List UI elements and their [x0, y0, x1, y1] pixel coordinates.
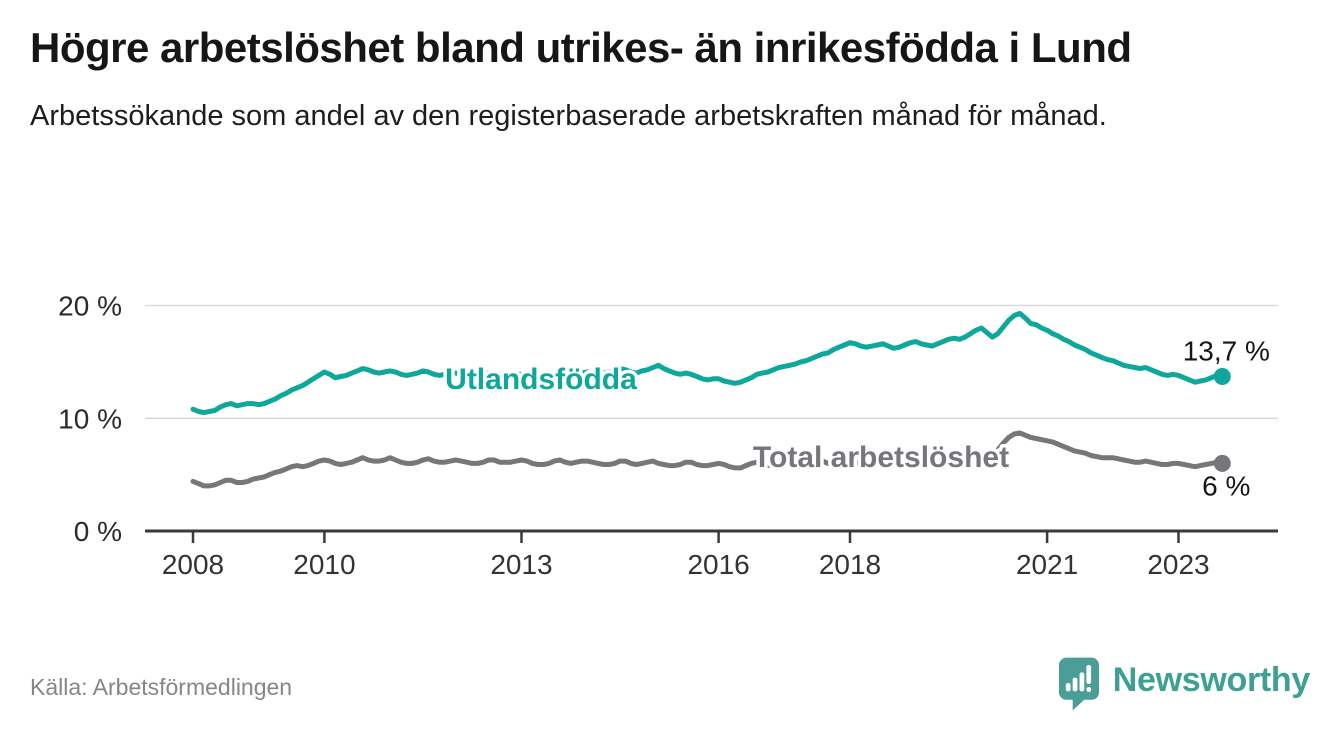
y-tick-label: 10 % — [58, 403, 122, 434]
y-tick-label: 20 % — [58, 291, 122, 322]
source-note: Källa: Arbetsförmedlingen — [30, 674, 293, 700]
series-label-total-arbetsl-shet: Total arbetslöshet — [753, 441, 1009, 474]
newsworthy-wordmark: Newsworthy — [1112, 660, 1311, 699]
x-tick-label: 2008 — [162, 549, 224, 580]
series-end-value-utlandsf-dda: 13,7 % — [1183, 336, 1270, 367]
chart-subtitle: Arbetssökande som andel av den registerb… — [30, 100, 1107, 133]
chart-header: Högre arbetslöshet bland utrikes- än inr… — [30, 20, 1312, 137]
x-tick-label: 2016 — [687, 549, 749, 580]
series-end-value-total-arbetsl-shet: 6 % — [1202, 470, 1250, 501]
series-lines — [190, 310, 1231, 489]
x-tick-label: 2021 — [1016, 549, 1078, 580]
series-line-utlandsf-dda — [190, 310, 1225, 416]
newsworthy-logo-icon — [1058, 657, 1099, 711]
x-axis: 2008 2010 2013 2016 2018 2021 2023 — [145, 529, 1278, 580]
y-tick-label: 0 % — [74, 516, 122, 547]
series-labels: 6 % Total arbetslöshet 13,7 % Utlandsfödda — [442, 336, 1270, 502]
newsworthy-logo: Newsworthy — [1058, 655, 1311, 713]
x-tick-label: 2013 — [490, 549, 552, 580]
gridlines: 0 % 10 % 20 % — [58, 291, 1278, 547]
series-label-utlandsf-dda: Utlandsfödda — [445, 363, 637, 396]
line-chart: 0 % 10 % 20 % 2008 2010 2013 2016 2018 2021 2023… — [58, 291, 1278, 580]
page-title: Högre arbetslöshet bland utrikes- än inr… — [30, 24, 1132, 71]
x-tick-label: 2010 — [293, 549, 355, 580]
series-end-dot-utlandsf-dda — [1213, 368, 1231, 386]
series-end-dot-total-arbetsl-shet — [1213, 454, 1231, 472]
x-tick-label: 2023 — [1147, 549, 1209, 580]
series-line-total-arbetsl-shet — [190, 430, 1225, 489]
x-tick-label: 2018 — [819, 549, 881, 580]
